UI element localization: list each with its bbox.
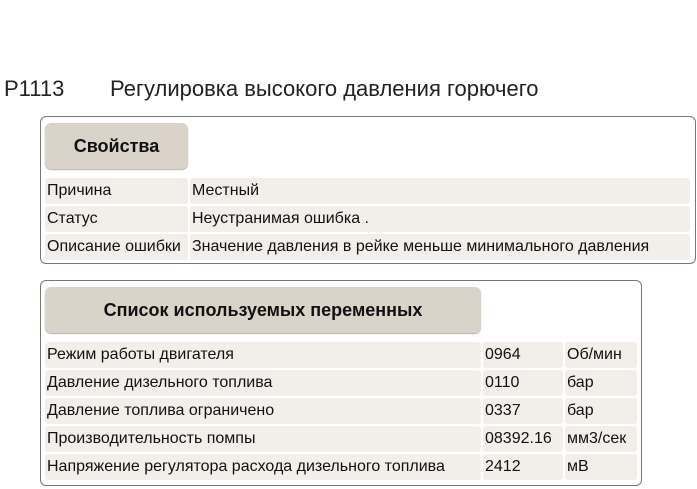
- table-cell: мВ: [565, 454, 637, 480]
- table-cell: 0110: [483, 370, 563, 396]
- error-code: P1113: [4, 76, 65, 101]
- table-cell: Давление дизельного топлива: [45, 370, 481, 396]
- table-cell: Режим работы двигателя: [45, 342, 481, 368]
- table-cell: Причина: [45, 178, 188, 204]
- table-cell: Напряжение регулятора расхода дизельного…: [45, 454, 481, 480]
- table-cell: Об/мин: [565, 342, 637, 368]
- table-cell: Описание ошибки: [45, 234, 188, 260]
- panel-title: Список используемых переменных: [45, 287, 481, 333]
- table-cell: 0337: [483, 398, 563, 424]
- table-cell: Производительность помпы: [45, 426, 481, 452]
- table-cell: Статус: [45, 206, 188, 232]
- table-cell: 08392.16: [483, 426, 563, 452]
- table-cell: 2412: [483, 454, 563, 480]
- error-title: Регулировка высокого давления горючего: [110, 76, 539, 101]
- table-cell: Давление топлива ограничено: [45, 398, 481, 424]
- table-cell: Значение давления в рейке меньше минимал…: [190, 234, 690, 260]
- table-cell: Неустранимая ошибка .: [190, 206, 690, 232]
- panel-title: Свойства: [45, 123, 188, 169]
- table-cell: бар: [565, 398, 637, 424]
- table-cell: мм3/сек: [565, 426, 637, 452]
- table-cell: Местный: [190, 178, 690, 204]
- table-cell: бар: [565, 370, 637, 396]
- table-cell: 0964: [483, 342, 563, 368]
